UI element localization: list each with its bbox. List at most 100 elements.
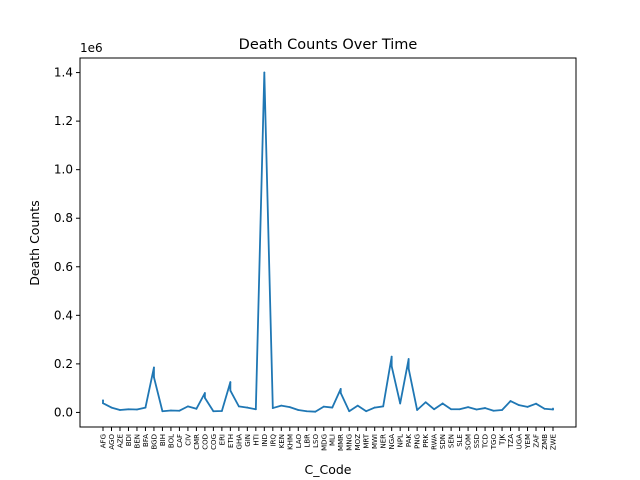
data-point [475, 408, 478, 411]
data-point [203, 392, 206, 394]
x-tick-label: BFA [142, 434, 150, 447]
x-tick-label: BOL [167, 434, 175, 448]
x-tick-label: IND [261, 434, 269, 447]
data-point [484, 407, 486, 409]
data-point [467, 406, 469, 408]
data-point [382, 405, 385, 408]
data-point [195, 407, 198, 410]
data-point [220, 410, 223, 412]
x-tick-label: CMR [193, 434, 201, 450]
x-tick-label: PAK [405, 434, 413, 448]
x-tick-label: BGD [150, 434, 158, 450]
data-point [535, 402, 537, 405]
x-tick-label: COG [210, 434, 218, 450]
data-point [271, 407, 274, 409]
y-tick-label: 1.4 [54, 66, 73, 80]
series-group [102, 71, 554, 413]
data-point [424, 401, 427, 404]
data-point [153, 366, 155, 369]
x-tick-label: PNG [414, 434, 422, 449]
data-point [339, 392, 342, 394]
y-offset-label: 1e6 [80, 41, 103, 55]
x-tick-label: KHM [286, 434, 294, 450]
data-point [246, 406, 249, 409]
y-tick-label: 0.4 [54, 308, 73, 322]
data-point [110, 406, 113, 409]
x-tick-label: TGO [490, 434, 498, 451]
data-point [119, 409, 121, 411]
data-point [127, 408, 130, 411]
data-point [407, 358, 410, 360]
x-axis-label: C_Code [305, 462, 352, 477]
x-tick-label: TZA [507, 434, 515, 449]
x-tick-label: SLE [456, 434, 464, 447]
data-point [526, 405, 529, 408]
data-point [390, 355, 393, 358]
x-tick-label: ZMB [541, 434, 549, 450]
x-tick-label: MOZ [354, 434, 362, 451]
data-point [390, 365, 393, 368]
data-point [178, 409, 181, 412]
data-point [458, 408, 461, 411]
x-tick-label: BDI [125, 434, 133, 446]
y-tick-label: 1.2 [54, 114, 73, 128]
data-point [212, 410, 215, 413]
x-tick-label: CAF [176, 434, 184, 448]
x-tick-label: IRQ [269, 434, 277, 447]
x-tick-label: MWI [371, 434, 379, 449]
x-tick-label: MRT [363, 433, 371, 448]
x-tick-label: MDG [320, 434, 328, 451]
data-point [263, 71, 266, 74]
data-point [509, 400, 512, 402]
x-tick-label: KEN [278, 434, 286, 448]
plot-frame [79, 57, 577, 428]
y-axis: 0.0 0.2 0.4 0.6 0.8 1.0 1.2 1.4 [54, 66, 80, 419]
x-tick-label: ZAF [533, 434, 541, 448]
x-tick-label: COD [201, 434, 209, 450]
data-point [441, 402, 444, 405]
y-tick-label: 0.0 [54, 405, 73, 419]
x-tick-label: SSD [473, 434, 481, 448]
series-line [102, 71, 554, 413]
data-point [161, 410, 164, 413]
x-tick-label: NER [380, 434, 388, 449]
x-tick-label: TJK [499, 434, 507, 446]
data-point [187, 405, 189, 408]
x-axis: AFG AGO AZE BDI BEN BFA BGD BIH BOL CAF CIV CMR COD C… [100, 427, 558, 451]
x-tick-label: BEN [133, 434, 141, 448]
y-tick-label: 0.8 [54, 211, 73, 225]
x-tick-label: MMR [337, 434, 345, 451]
x-tick-label: AFG [100, 434, 108, 448]
data-point [136, 408, 138, 411]
y-tick-label: 0.2 [54, 357, 73, 371]
x-tick-label: GIN [244, 434, 252, 447]
data-point [153, 376, 155, 379]
data-point [102, 402, 104, 405]
data-point [314, 410, 317, 413]
data-point [543, 407, 546, 410]
data-point [254, 408, 257, 411]
data-point [492, 409, 495, 412]
y-axis-label: Death Counts [27, 200, 42, 285]
x-tick-label: AZE [116, 434, 124, 448]
y-tick-label: 0.6 [54, 260, 73, 274]
x-tick-label: SDN [439, 434, 447, 449]
data-point [102, 399, 104, 402]
x-tick-label: LAO [295, 434, 303, 449]
x-tick-label: SEN [448, 434, 456, 448]
x-tick-label: LBR [303, 434, 311, 448]
data-point [297, 409, 300, 411]
x-tick-label: NPL [397, 434, 405, 447]
x-tick-label: ERI [218, 434, 226, 445]
data-point [331, 406, 334, 409]
data-point [433, 408, 436, 411]
data-point [144, 406, 147, 409]
data-point [229, 389, 232, 392]
chart-title: Death Counts Over Time [239, 37, 418, 53]
data-point [552, 407, 554, 410]
data-point [237, 405, 240, 408]
data-point [450, 408, 453, 411]
x-tick-label: MNG [346, 434, 354, 451]
